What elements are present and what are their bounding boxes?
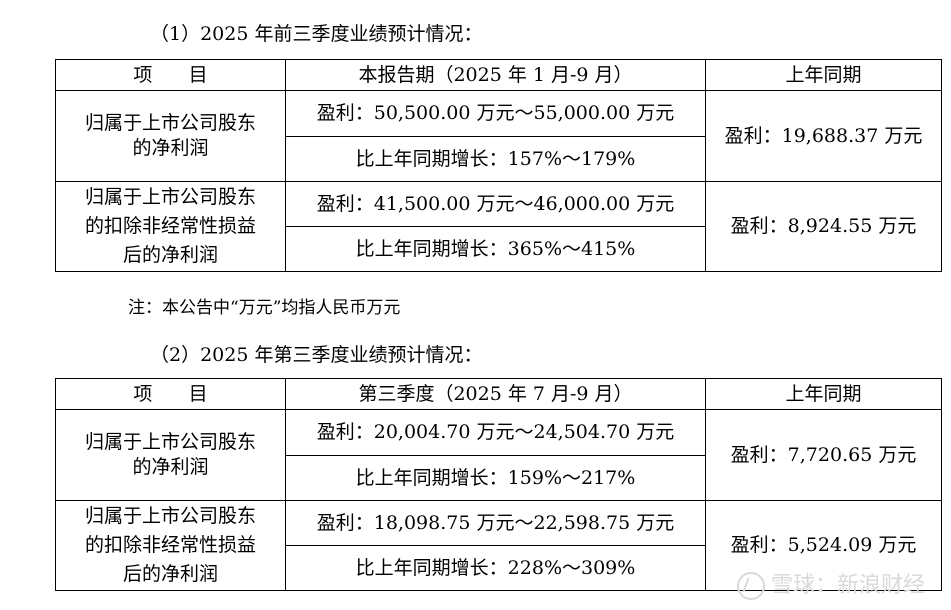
header-prior: 上年同期 bbox=[705, 59, 942, 91]
row-prior: 盈利：19,688.37 万元 bbox=[705, 90, 942, 182]
section1-table: 项 目 本报告期（2025 年 1 月-9 月） 上年同期 归属于上市公司股东 … bbox=[55, 59, 942, 272]
row-prior: 盈利：8,924.55 万元 bbox=[705, 181, 942, 272]
header-period: 本报告期（2025 年 1 月-9 月） bbox=[285, 59, 706, 91]
row-profit: 盈利：18,098.75 万元～22,598.75 万元 bbox=[285, 500, 706, 546]
header-item: 项 目 bbox=[55, 378, 286, 410]
row-profit: 盈利：20,004.70 万元～24,504.70 万元 bbox=[285, 409, 706, 456]
row-item-line: 归属于上市公司股东 bbox=[84, 112, 256, 134]
row-growth: 比上年同期增长：228%～309% bbox=[285, 545, 706, 591]
table-row: 归属于上市公司股东 的扣除非经常性损益 后的净利润 盈利：18,098.75 万… bbox=[55, 500, 942, 591]
table-header-row: 项 目 本报告期（2025 年 1 月-9 月） 上年同期 bbox=[55, 59, 942, 91]
header-prior: 上年同期 bbox=[705, 378, 942, 410]
section2-table: 项 目 第三季度（2025 年 7 月-9 月） 上年同期 归属于上市公司股东 … bbox=[55, 378, 942, 591]
row-item-line: 后的净利润 bbox=[122, 563, 218, 585]
row-profit: 盈利：50,500.00 万元～55,000.00 万元 bbox=[285, 90, 706, 137]
row-item-line: 归属于上市公司股东 bbox=[84, 505, 256, 527]
table-row: 归属于上市公司股东 的净利润 盈利：20,004.70 万元～24,504.70… bbox=[55, 409, 942, 501]
section1-heading: （1）2025 年前三季度业绩预计情况： bbox=[150, 23, 483, 45]
snowball-logo-icon bbox=[736, 572, 765, 600]
row-item-line: 的扣除非经常性损益 bbox=[84, 215, 256, 237]
row-item-line: 归属于上市公司股东 bbox=[84, 431, 256, 453]
currency-note: 注：本公告中“万元”均指人民币万元 bbox=[128, 298, 401, 318]
row-growth: 比上年同期增长：159%～217% bbox=[285, 455, 706, 501]
section2-heading: （2）2025 年第三季度业绩预计情况： bbox=[150, 344, 483, 366]
header-item: 项 目 bbox=[55, 59, 286, 91]
row-growth: 比上年同期增长：365%～415% bbox=[285, 226, 706, 272]
table-row: 比上年同期增长：157%～179% bbox=[56, 136, 942, 182]
row-item-line: 的扣除非经常性损益 bbox=[84, 534, 256, 556]
table-row: 比上年同期增长：228%～309% bbox=[56, 545, 942, 591]
row-prior: 盈利：7,720.65 万元 bbox=[705, 409, 942, 501]
row-item: 归属于上市公司股东 的扣除非经常性损益 后的净利润 bbox=[55, 181, 286, 272]
row-item: 归属于上市公司股东 的扣除非经常性损益 后的净利润 bbox=[55, 500, 286, 591]
row-growth: 比上年同期增长：157%～179% bbox=[285, 136, 706, 182]
watermark-text: 雪球：新浪财经 bbox=[770, 573, 925, 598]
row-item-line: 的净利润 bbox=[132, 456, 209, 478]
table-row: 归属于上市公司股东 的扣除非经常性损益 后的净利润 盈利：41,500.00 万… bbox=[55, 181, 942, 272]
table-row: 归属于上市公司股东 的净利润 盈利：50,500.00 万元～55,000.00… bbox=[55, 90, 942, 182]
header-period: 第三季度（2025 年 7 月-9 月） bbox=[285, 378, 706, 410]
row-item-line: 后的净利润 bbox=[122, 244, 218, 266]
row-item: 归属于上市公司股东 的净利润 bbox=[55, 409, 286, 501]
row-item: 归属于上市公司股东 的净利润 bbox=[55, 90, 286, 182]
table-row: 比上年同期增长：365%～415% bbox=[56, 226, 942, 272]
table-header-row: 项 目 第三季度（2025 年 7 月-9 月） 上年同期 bbox=[55, 378, 942, 410]
row-item-line: 的净利润 bbox=[132, 137, 209, 159]
watermark: 雪球：新浪财经 bbox=[736, 567, 925, 600]
row-item-line: 归属于上市公司股东 bbox=[84, 186, 256, 208]
row-profit: 盈利：41,500.00 万元～46,000.00 万元 bbox=[285, 181, 706, 227]
